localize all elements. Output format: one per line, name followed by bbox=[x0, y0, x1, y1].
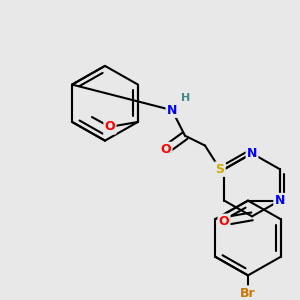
Text: N: N bbox=[247, 147, 257, 160]
Text: O: O bbox=[105, 120, 115, 134]
Text: N: N bbox=[167, 103, 177, 117]
Text: N: N bbox=[274, 194, 285, 207]
Text: S: S bbox=[215, 163, 224, 176]
Text: Br: Br bbox=[240, 286, 256, 300]
Text: O: O bbox=[219, 215, 229, 228]
Text: O: O bbox=[161, 143, 171, 156]
Text: H: H bbox=[182, 93, 190, 103]
